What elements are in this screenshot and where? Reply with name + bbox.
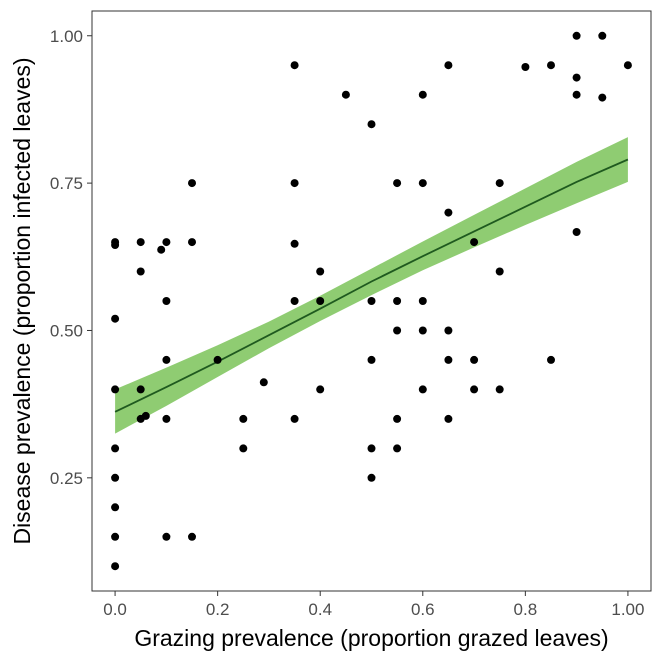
- data-point-27: [290, 61, 299, 70]
- data-point-58: [470, 385, 479, 394]
- data-point-41: [393, 179, 402, 188]
- data-point-49: [418, 326, 427, 335]
- data-point-38: [367, 355, 376, 364]
- y-tick-label: 0.75: [50, 174, 83, 193]
- data-point-40: [367, 473, 376, 482]
- y-axis: 0.25 0.50 0.75 1.00: [50, 27, 92, 488]
- x-axis-title: Grazing prevalence (proportion grazed le…: [134, 625, 608, 651]
- data-point-45: [393, 444, 402, 453]
- data-point-7: [111, 532, 120, 541]
- data-point-52: [444, 208, 453, 217]
- data-point-62: [521, 63, 530, 71]
- data-point-32: [316, 267, 325, 276]
- data-point-71: [623, 61, 632, 70]
- data-point-68: [572, 228, 581, 236]
- data-point-39: [367, 444, 376, 453]
- data-point-28: [290, 179, 299, 188]
- data-point-11: [136, 385, 145, 394]
- x-tick-label: 0.4: [308, 600, 332, 619]
- data-point-18: [162, 414, 171, 423]
- confidence-band-layer: [115, 137, 628, 434]
- data-point-33: [316, 297, 325, 305]
- data-point-21: [188, 238, 196, 247]
- x-tick-label: 0.0: [103, 600, 127, 619]
- data-point-66: [572, 73, 581, 82]
- data-point-13: [141, 411, 150, 420]
- fit-line-layer: [114, 158, 629, 413]
- data-point-43: [393, 326, 402, 335]
- data-point-64: [547, 355, 555, 364]
- x-tick-label: 1.00: [611, 600, 644, 619]
- points-layer: [111, 31, 632, 571]
- data-point-53: [444, 326, 453, 335]
- data-point-31: [290, 414, 299, 423]
- y-axis-title: Disease prevalence (proportion infected …: [9, 57, 35, 544]
- data-point-15: [162, 238, 171, 247]
- data-point-54: [444, 355, 453, 364]
- data-point-70: [598, 93, 607, 102]
- data-point-67: [572, 90, 581, 99]
- data-point-51: [444, 61, 453, 70]
- data-point-17: [162, 355, 171, 364]
- y-tick-label: 0.25: [50, 469, 83, 488]
- data-point-44: [393, 414, 402, 423]
- data-point-16: [162, 297, 171, 305]
- fit-line: [114, 158, 629, 413]
- data-point-60: [495, 267, 504, 276]
- data-point-1: [111, 241, 120, 249]
- data-point-50: [418, 385, 427, 394]
- data-point-65: [572, 31, 581, 40]
- data-point-35: [341, 90, 350, 99]
- data-point-2: [111, 314, 120, 323]
- data-point-59: [495, 179, 504, 188]
- data-point-46: [418, 90, 427, 99]
- x-axis: 0.0 0.2 0.4 0.6 0.8 1.00: [103, 591, 644, 619]
- data-point-24: [239, 414, 248, 423]
- data-point-57: [470, 355, 479, 364]
- data-point-10: [136, 267, 145, 276]
- data-point-29: [290, 239, 299, 248]
- y-tick-label: 0.50: [50, 321, 83, 340]
- data-point-14: [157, 245, 166, 254]
- data-point-37: [367, 297, 376, 305]
- data-point-34: [316, 385, 325, 394]
- data-point-63: [547, 61, 555, 70]
- data-point-6: [111, 503, 120, 512]
- x-tick-label: 0.8: [514, 600, 538, 619]
- data-point-47: [418, 179, 427, 188]
- data-point-69: [598, 31, 607, 40]
- data-point-55: [444, 414, 453, 423]
- data-point-56: [470, 238, 479, 247]
- data-point-9: [136, 238, 145, 247]
- data-point-26: [259, 378, 268, 387]
- x-tick-label: 0.6: [411, 600, 435, 619]
- data-point-3: [111, 385, 120, 394]
- data-point-36: [367, 120, 376, 129]
- data-point-42: [393, 297, 402, 305]
- data-point-22: [188, 532, 196, 541]
- data-point-5: [111, 473, 120, 482]
- y-tick-label: 1.00: [50, 27, 83, 46]
- data-point-19: [162, 532, 171, 541]
- confidence-band: [115, 137, 628, 434]
- data-point-25: [239, 444, 248, 453]
- data-point-4: [111, 444, 120, 453]
- plot-panel-border: [91, 10, 652, 592]
- data-point-30: [290, 297, 299, 305]
- data-point-20: [188, 179, 196, 188]
- data-point-61: [495, 385, 504, 394]
- data-point-23: [213, 355, 222, 364]
- data-point-48: [418, 297, 427, 305]
- data-point-8: [111, 562, 120, 571]
- x-tick-label: 0.2: [206, 600, 230, 619]
